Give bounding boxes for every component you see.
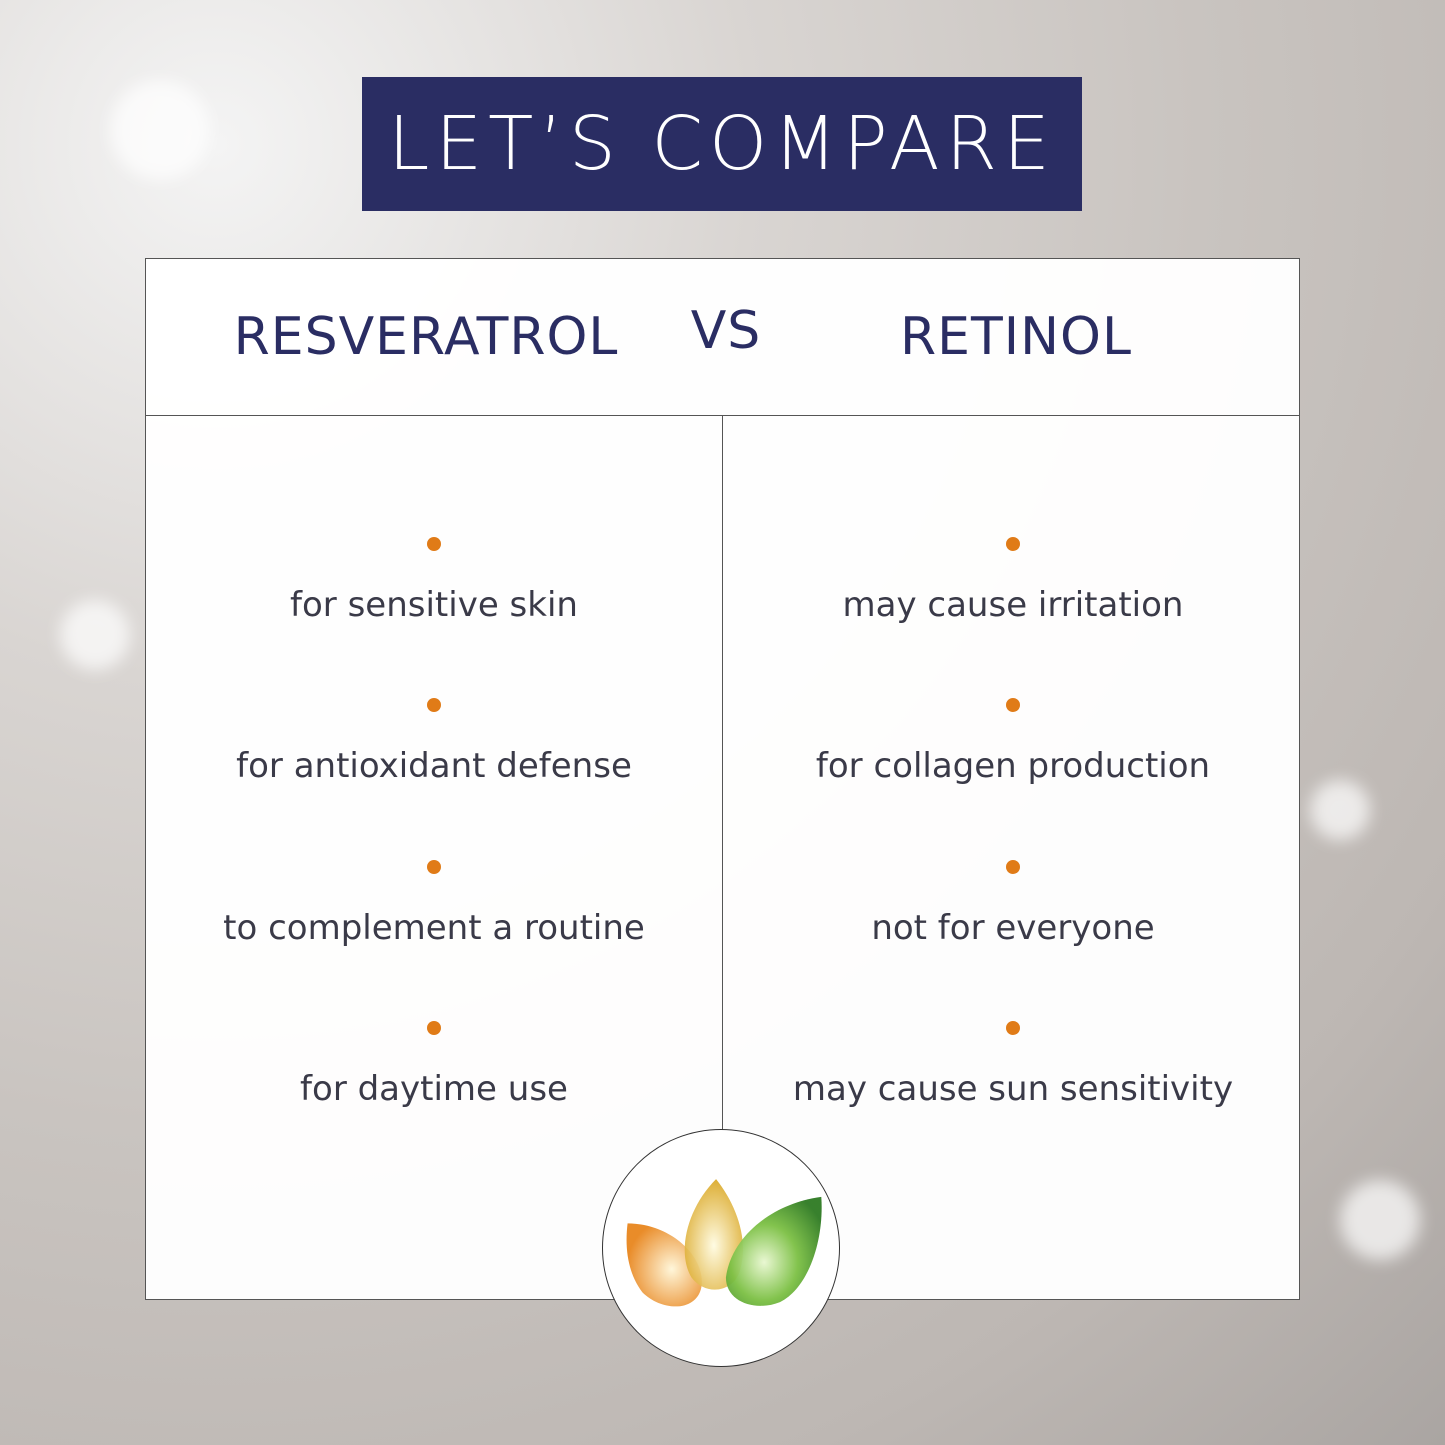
list-item: for collagen production	[733, 698, 1293, 786]
list-item-text: for antioxidant defense	[236, 746, 632, 786]
brand-logo	[602, 1129, 840, 1367]
list-item-text: may cause sun sensitivity	[792, 1069, 1234, 1109]
page-title: LET’S COMPARE	[388, 101, 1056, 187]
list-item-text: for collagen production	[815, 746, 1211, 786]
column-header-resveratrol: RESVERATROL	[233, 307, 619, 367]
list-item-text: to complement a routine	[223, 908, 645, 948]
list-item-text: not for everyone	[871, 908, 1155, 948]
title-banner: LET’S COMPARE	[362, 77, 1082, 211]
list-item-text: may cause irritation	[842, 585, 1184, 625]
list-item: may cause sun sensitivity	[733, 1021, 1293, 1109]
background-bokeh	[110, 80, 210, 180]
background-bokeh	[1310, 780, 1370, 840]
bullet-dot-icon	[427, 1021, 441, 1035]
list-item: for sensitive skin	[154, 537, 714, 625]
bullet-dot-icon	[427, 537, 441, 551]
background-bokeh	[1340, 1180, 1420, 1260]
list-item: for daytime use	[154, 1021, 714, 1109]
list-item-text: for daytime use	[300, 1069, 568, 1109]
column-divider	[722, 416, 723, 1131]
bullet-dot-icon	[1006, 537, 1020, 551]
background-bokeh	[60, 600, 130, 670]
bullet-dot-icon	[1006, 1021, 1020, 1035]
list-item: for antioxidant defense	[154, 698, 714, 786]
column-header-retinol: RETINOL	[900, 307, 1132, 367]
bullet-dot-icon	[1006, 860, 1020, 874]
bullet-dot-icon	[427, 698, 441, 712]
bullet-dot-icon	[427, 860, 441, 874]
list-item: not for everyone	[733, 860, 1293, 948]
bullet-dot-icon	[1006, 698, 1020, 712]
list-item: may cause irritation	[733, 537, 1293, 625]
comparison-card: RESVERATROL VS RETINOL for sensitive ski…	[145, 258, 1300, 1300]
vs-label: VS	[690, 301, 762, 361]
list-item-text: for sensitive skin	[290, 585, 578, 625]
list-item: to complement a routine	[154, 860, 714, 948]
three-leaves-logo-icon	[626, 1179, 822, 1307]
header-divider	[146, 415, 1299, 416]
